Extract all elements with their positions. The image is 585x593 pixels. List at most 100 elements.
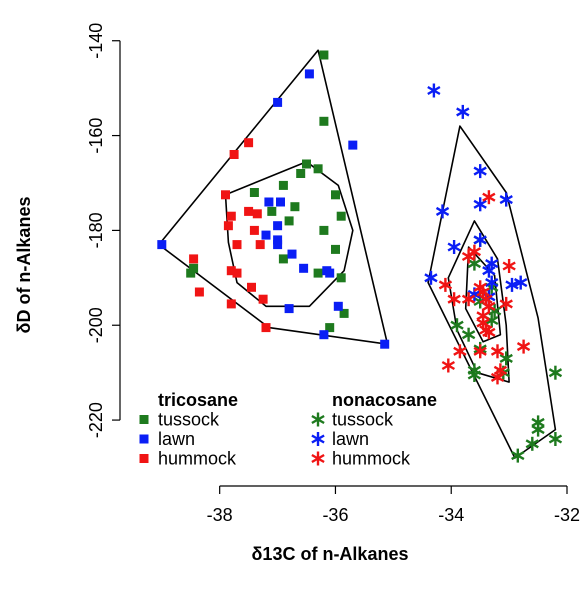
data-point	[482, 263, 496, 278]
data-point	[244, 206, 254, 216]
y-tick-label: -220	[86, 402, 106, 438]
data-point	[485, 275, 499, 290]
data-point	[299, 263, 309, 273]
data-point	[348, 140, 358, 150]
data-point	[304, 69, 314, 79]
y-tick-label: -140	[86, 23, 106, 59]
data-point	[499, 351, 513, 366]
data-point	[249, 225, 259, 235]
x-tick-label: -36	[322, 505, 348, 525]
data-point	[273, 97, 283, 107]
data-point	[511, 448, 525, 463]
data-point	[249, 188, 259, 197]
data-point	[505, 277, 519, 292]
data-point	[424, 270, 438, 285]
data-point	[267, 206, 277, 216]
hull-tricosane-outer	[158, 49, 389, 346]
data-point	[278, 180, 288, 190]
y-tick-label: -160	[86, 118, 106, 154]
x-tick-label: -34	[438, 505, 464, 525]
data-point	[252, 209, 262, 219]
data-point	[473, 197, 487, 212]
legend-label: hummock	[332, 449, 411, 469]
legend-title: tricosane	[158, 390, 238, 410]
y-tick-label: -200	[86, 307, 106, 343]
legend-label: tussock	[332, 410, 394, 430]
legend: tricosanetussocklawnhummocknonacosanetus…	[139, 390, 437, 469]
data-point	[229, 150, 239, 159]
data-point	[319, 225, 329, 235]
data-point	[232, 268, 242, 278]
y-axis: -140 -160 -180 -200 -220	[86, 23, 121, 438]
data-point	[278, 254, 288, 264]
data-point	[284, 304, 294, 314]
x-axis-title: δ13C of n-Alkanes	[252, 544, 409, 564]
legend-marker	[139, 434, 149, 444]
data-point	[339, 308, 349, 318]
data-point	[284, 216, 294, 226]
hull-nonacosane-outer	[427, 125, 557, 459]
data-point	[502, 259, 516, 273]
data-point	[276, 197, 285, 207]
data-point	[461, 292, 476, 307]
data-point	[244, 138, 254, 148]
data-point	[461, 327, 476, 342]
data-point	[482, 325, 496, 340]
data-point	[336, 211, 346, 221]
data-point	[296, 169, 306, 178]
x-tick-label: -38	[207, 505, 233, 525]
data-point	[447, 240, 461, 254]
data-point	[473, 164, 487, 179]
x-axis: -38 -36 -34 -32	[207, 485, 580, 525]
data-point	[226, 266, 236, 276]
data-point	[261, 230, 271, 240]
data-point	[456, 104, 470, 119]
data-point	[223, 221, 233, 231]
legend-marker	[139, 415, 149, 424]
series-nonacosane-hummock	[438, 190, 531, 385]
data-point	[427, 83, 441, 98]
data-point	[380, 339, 390, 349]
data-point	[226, 211, 236, 221]
y-axis-title: δD of n-Alkanes	[14, 197, 34, 334]
data-point	[499, 192, 513, 207]
data-point	[331, 190, 340, 200]
data-point	[232, 240, 242, 250]
legend-label: lawn	[332, 429, 369, 449]
data-point	[290, 202, 300, 212]
data-point	[438, 277, 453, 292]
data-point	[302, 159, 311, 169]
x-tick-label: -32	[554, 505, 580, 525]
data-point	[287, 249, 297, 259]
data-point	[261, 323, 271, 333]
data-point	[258, 294, 268, 304]
data-point	[336, 273, 346, 283]
data-point	[499, 296, 513, 311]
data-point	[441, 358, 456, 373]
data-point	[273, 221, 283, 231]
data-point	[447, 292, 461, 307]
data-point	[189, 254, 199, 264]
data-point	[482, 190, 496, 205]
data-point	[247, 282, 256, 292]
legend-marker	[139, 454, 149, 463]
series-tricosane-lawn	[157, 69, 390, 349]
hull-tricosane-inner	[224, 160, 354, 308]
data-point	[531, 422, 545, 437]
points-layer	[157, 50, 563, 463]
y-tick-label: -180	[86, 212, 106, 248]
data-point	[467, 244, 482, 259]
data-point	[157, 240, 167, 250]
data-point	[319, 330, 329, 340]
series-tricosane-hummock	[189, 138, 271, 333]
data-point	[331, 244, 340, 254]
data-point	[264, 197, 274, 207]
data-point	[482, 299, 496, 314]
data-point	[473, 344, 487, 359]
data-point	[435, 204, 450, 219]
data-point	[313, 164, 323, 174]
data-point	[450, 318, 464, 333]
